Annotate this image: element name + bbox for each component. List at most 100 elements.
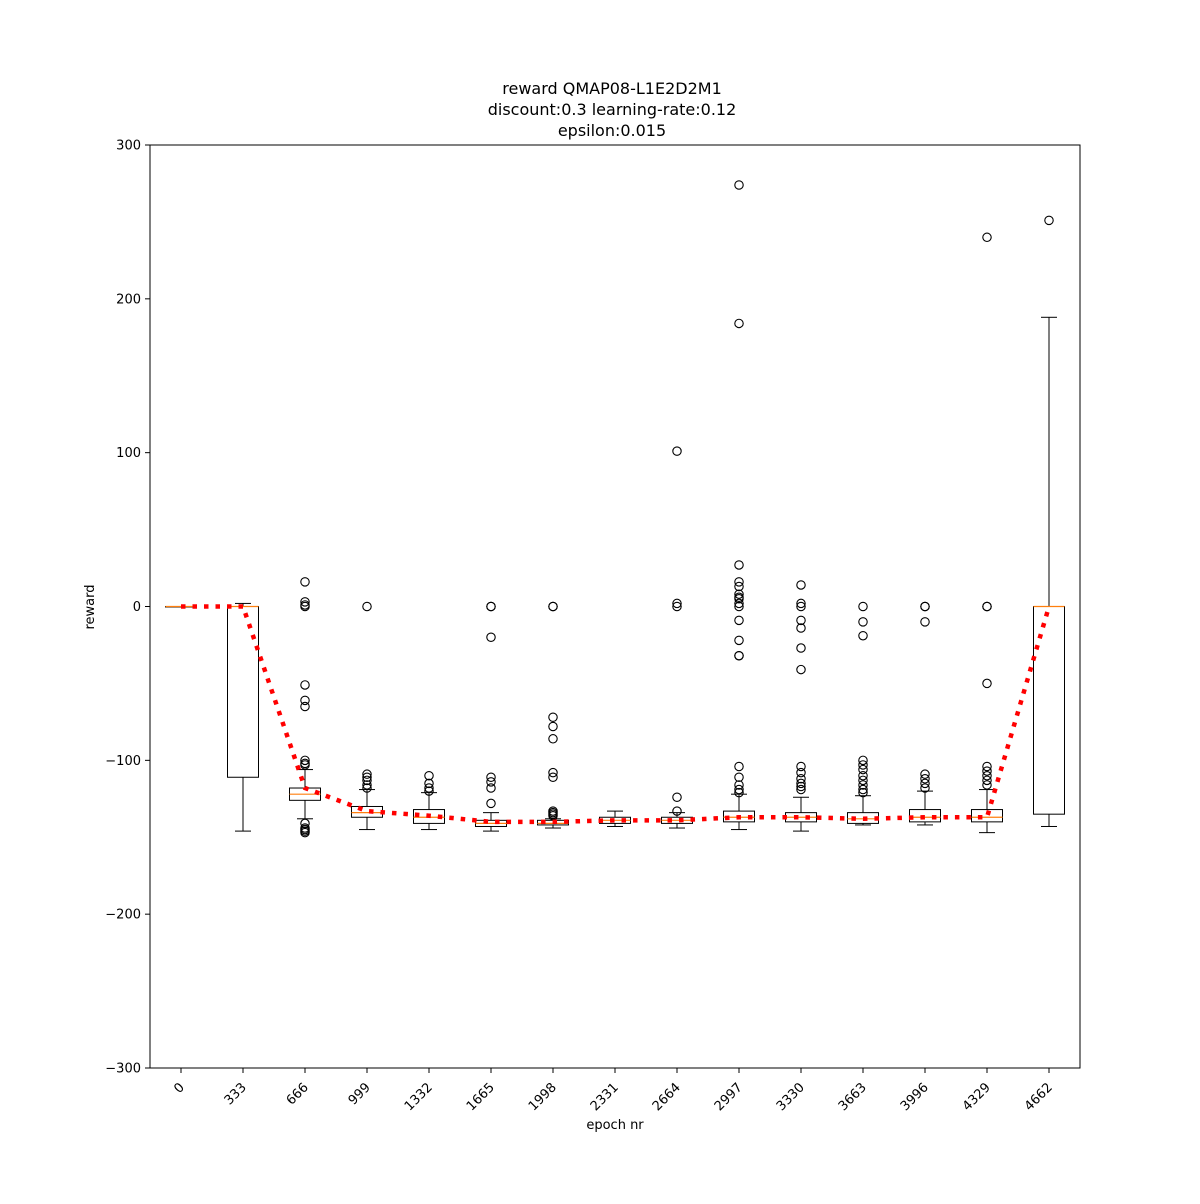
outlier-point: [486, 601, 496, 612]
outlier-point: [920, 617, 930, 627]
box-999: [351, 601, 383, 831]
outlier-point: [982, 775, 992, 786]
mean-line: [181, 604, 1052, 825]
outlier-point: [796, 623, 806, 633]
outlier-point: [858, 630, 868, 641]
y-axis: 300 200 100 0 −100 −200 −300: [105, 139, 150, 1077]
outlier-point: [734, 784, 744, 795]
outlier-point: [734, 780, 744, 790]
outlier-point: [920, 783, 930, 793]
outlier-point: [858, 780, 868, 790]
outlier-point: [300, 680, 310, 690]
x-tick-label: 3330: [774, 1080, 808, 1114]
outlier-point: [734, 577, 744, 587]
outlier-point: [672, 601, 682, 612]
box-3330: [785, 580, 817, 832]
outlier-point: [982, 761, 992, 772]
outlier-point: [734, 598, 744, 609]
outlier-point: [672, 598, 682, 609]
y-tick-label: −300: [105, 1062, 141, 1077]
outlier-point: [920, 601, 930, 612]
iqr-box: [227, 606, 259, 778]
chart-title-line-2: discount:0.3 learning-rate:0.12: [488, 100, 737, 119]
chart-title-line-3: epsilon:0.015: [558, 121, 666, 140]
outlier-point: [858, 764, 868, 775]
x-tick-label: 2997: [712, 1080, 746, 1114]
box-2997: [723, 180, 755, 831]
x-tick-label: 1332: [402, 1080, 436, 1114]
outlier-point: [300, 827, 310, 838]
outlier-point: [362, 775, 372, 786]
outlier-point: [300, 818, 310, 829]
x-axis-label: epoch nr: [586, 1118, 644, 1133]
outlier-point: [858, 770, 868, 781]
outlier-point: [1044, 215, 1054, 226]
x-tick-label: 4329: [960, 1080, 994, 1114]
outlier-point: [300, 755, 310, 766]
box-4662: [1033, 215, 1065, 827]
outlier-point: [424, 783, 434, 793]
x-axis: 0 333 666 999 1332 1665 1998 2331 2664 2997 3330 36…: [171, 1068, 1056, 1114]
outlier-point: [920, 778, 930, 789]
outlier-point: [796, 784, 806, 795]
outlier-point: [734, 180, 744, 190]
outlier-point: [548, 772, 558, 783]
box-3996: [909, 601, 941, 826]
outlier-point: [548, 734, 558, 744]
outlier-point: [796, 778, 806, 789]
outlier-point: [734, 772, 744, 783]
outlier-point: [486, 798, 496, 809]
outlier-point: [858, 755, 868, 766]
outlier-point: [796, 761, 806, 772]
outlier-point: [672, 446, 682, 456]
outlier-point: [734, 589, 744, 599]
outlier-point: [858, 601, 868, 612]
x-tick-label: 4662: [1022, 1080, 1056, 1114]
outlier-point: [362, 772, 372, 783]
outlier-point: [672, 792, 682, 803]
outlier-point: [734, 581, 744, 592]
outlier-point: [362, 783, 372, 793]
x-tick-label: 666: [284, 1080, 312, 1108]
outlier-point: [734, 650, 744, 661]
plot-frame: [149, 144, 1081, 1069]
x-tick-label: 2664: [650, 1080, 684, 1114]
outlier-point: [796, 601, 806, 612]
x-tick-label: 999: [346, 1080, 374, 1108]
outlier-point: [796, 781, 806, 792]
outlier-point: [982, 780, 992, 790]
outlier-point: [362, 769, 372, 779]
outlier-point: [486, 783, 496, 793]
chart-title-line-1: reward QMAP08-L1E2D2M1: [502, 79, 722, 98]
box-4329: [971, 232, 1003, 834]
outlier-point: [548, 712, 558, 723]
outlier-point: [486, 632, 496, 643]
outlier-point: [300, 597, 310, 607]
outlier-point: [548, 721, 558, 732]
iqr-box: [971, 809, 1003, 823]
outlier-point: [982, 766, 992, 776]
outlier-point: [424, 786, 434, 796]
y-tick-label: −100: [105, 754, 141, 769]
outlier-point: [548, 767, 558, 778]
outlier-point: [982, 678, 992, 689]
outlier-point: [300, 695, 310, 706]
y-tick-label: 100: [116, 446, 141, 461]
box-3663: [847, 601, 879, 826]
outlier-point: [858, 787, 868, 798]
box-1332: [413, 770, 445, 831]
y-tick-label: 300: [116, 139, 141, 154]
y-axis-label: reward: [83, 584, 98, 629]
outlier-point: [486, 772, 496, 783]
outlier-point: [982, 770, 992, 781]
iqr-box: [351, 805, 383, 818]
iqr-box: [413, 809, 445, 824]
outlier-point: [734, 601, 744, 612]
outlier-point: [486, 777, 496, 787]
outlier-point: [300, 577, 310, 587]
outlier-point: [734, 635, 744, 646]
outlier-point: [424, 770, 434, 781]
outlier-point: [858, 784, 868, 795]
outlier-point: [796, 580, 806, 590]
outlier-point: [982, 601, 992, 612]
